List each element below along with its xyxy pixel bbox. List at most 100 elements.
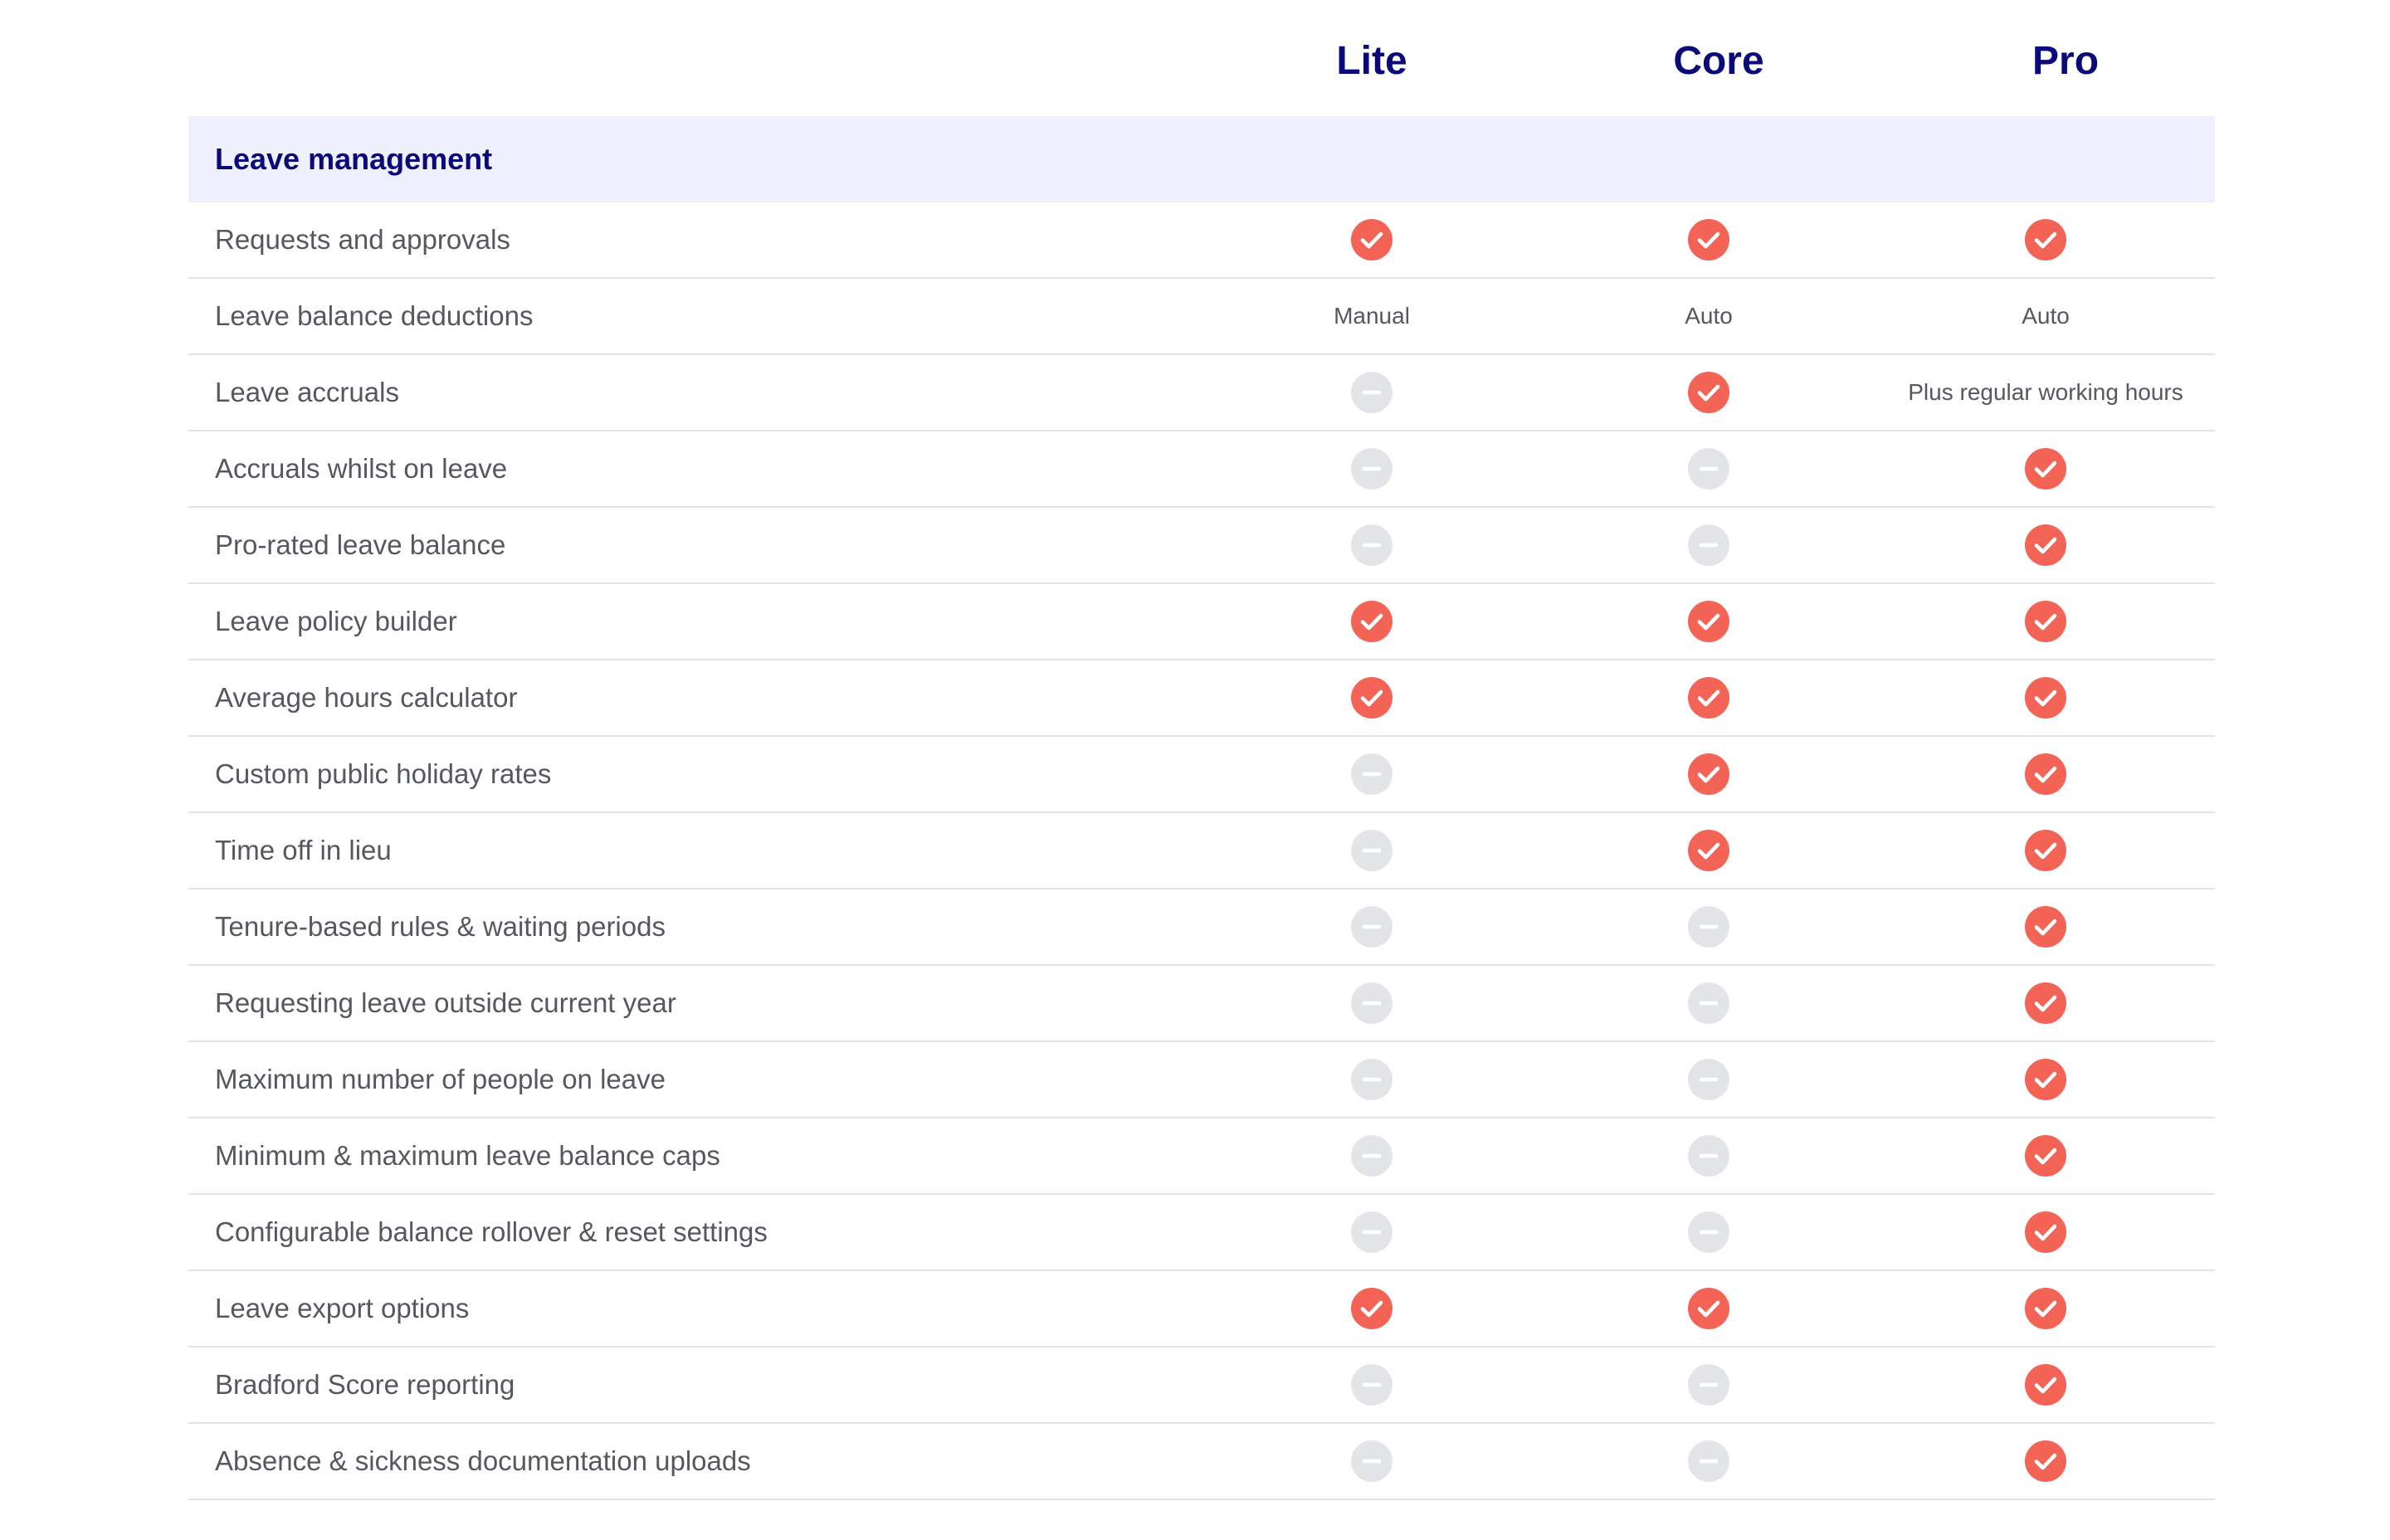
- cell-text: Plus regular working hours: [1908, 379, 2183, 405]
- cell-pro: [2025, 889, 2066, 964]
- feature-row: Average hours calculator: [188, 660, 2215, 737]
- check-icon: [1351, 601, 1393, 642]
- cell-pro: [2025, 966, 2066, 1040]
- feature-row: Leave balance deductions Manual Auto Auto: [188, 279, 2215, 355]
- check-icon: [2025, 753, 2066, 795]
- cell-core: [1688, 1348, 1729, 1422]
- cell-lite: [1351, 584, 1393, 659]
- cell-lite: [1351, 966, 1393, 1040]
- cell-lite: [1351, 1118, 1393, 1193]
- cell-core: [1688, 202, 1729, 277]
- feature-row: Maximum number of people on leave: [188, 1042, 2215, 1118]
- cell-core: [1688, 1195, 1729, 1270]
- feature-label: Configurable balance rollover & reset se…: [215, 1216, 768, 1247]
- cell-core: Auto: [1685, 279, 1733, 353]
- dash-icon: [1351, 1059, 1393, 1100]
- section-header: Leave management: [188, 116, 2215, 202]
- dash-icon: [1351, 372, 1393, 413]
- check-icon: [1688, 601, 1729, 642]
- feature-label: Absence & sickness documentation uploads: [215, 1445, 751, 1476]
- dash-icon: [1688, 524, 1729, 566]
- feature-label: Tenure-based rules & waiting periods: [215, 911, 666, 942]
- feature-row: Requests and approvals: [188, 202, 2215, 279]
- cell-lite: [1351, 660, 1393, 735]
- feature-label: Average hours calculator: [215, 682, 518, 713]
- cell-pro: [2025, 202, 2066, 277]
- feature-label: Time off in lieu: [215, 835, 392, 865]
- feature-row: Configurable balance rollover & reset se…: [188, 1195, 2215, 1271]
- cell-core: [1688, 966, 1729, 1040]
- cell-lite: Manual: [1334, 279, 1410, 353]
- dash-icon: [1688, 982, 1729, 1024]
- dash-icon: [1351, 524, 1393, 566]
- cell-core: [1688, 1424, 1729, 1499]
- feature-row: Tenure-based rules & waiting periods: [188, 889, 2215, 966]
- dash-icon: [1688, 1059, 1729, 1100]
- cell-pro: [2025, 584, 2066, 659]
- cell-pro: [2025, 1271, 2066, 1346]
- check-icon: [2025, 524, 2066, 566]
- check-icon: [2025, 677, 2066, 719]
- feature-row: Accruals whilst on leave: [188, 431, 2215, 508]
- feature-label: Leave export options: [215, 1293, 470, 1323]
- cell-core: [1688, 889, 1729, 964]
- check-icon: [2025, 1288, 2066, 1329]
- dash-icon: [1688, 1135, 1729, 1177]
- cell-text: Auto: [2022, 303, 2070, 329]
- cell-lite: [1351, 1424, 1393, 1499]
- cell-pro: [2025, 813, 2066, 888]
- feature-row: Minimum & maximum leave balance caps: [188, 1118, 2215, 1195]
- cell-pro: Plus regular working hours: [1908, 355, 2183, 430]
- feature-label: Leave policy builder: [215, 606, 457, 636]
- check-icon: [1688, 1288, 1729, 1329]
- cell-core: [1688, 1118, 1729, 1193]
- cell-lite: [1351, 813, 1393, 888]
- check-icon: [2025, 1135, 2066, 1177]
- check-icon: [2025, 1440, 2066, 1482]
- feature-label: Requesting leave outside current year: [215, 987, 676, 1018]
- check-icon: [1688, 372, 1729, 413]
- cell-lite: [1351, 355, 1393, 430]
- feature-label: Accruals whilst on leave: [215, 453, 508, 484]
- check-icon: [1351, 677, 1393, 719]
- cell-lite: [1351, 1348, 1393, 1422]
- check-icon: [1351, 219, 1393, 261]
- check-icon: [1351, 1288, 1393, 1329]
- cell-core: [1688, 737, 1729, 811]
- dash-icon: [1351, 906, 1393, 948]
- cell-core: [1688, 1271, 1729, 1346]
- feature-label: Custom public holiday rates: [215, 758, 552, 789]
- cell-pro: [2025, 737, 2066, 811]
- check-icon: [2025, 601, 2066, 642]
- feature-row: Requesting leave outside current year: [188, 966, 2215, 1042]
- cell-lite: [1351, 202, 1393, 277]
- feature-row: Time off in lieu: [188, 813, 2215, 889]
- cell-core: [1688, 431, 1729, 506]
- check-icon: [1688, 753, 1729, 795]
- dash-icon: [1688, 1440, 1729, 1482]
- cell-pro: [2025, 660, 2066, 735]
- cell-core: [1688, 508, 1729, 582]
- cell-core: [1688, 813, 1729, 888]
- feature-label: Pro-rated leave balance: [215, 529, 506, 560]
- dash-icon: [1688, 906, 1729, 948]
- dash-icon: [1688, 1364, 1729, 1406]
- cell-lite: [1351, 737, 1393, 811]
- dash-icon: [1351, 753, 1393, 795]
- feature-label: Bradford Score reporting: [215, 1369, 515, 1400]
- check-icon: [2025, 1364, 2066, 1406]
- check-icon: [2025, 448, 2066, 490]
- cell-text: Auto: [1685, 303, 1733, 329]
- feature-label: Leave accruals: [215, 377, 399, 407]
- cell-pro: [2025, 431, 2066, 506]
- feature-label: Requests and approvals: [215, 224, 510, 255]
- cell-lite: [1351, 508, 1393, 582]
- cell-pro: [2025, 1348, 2066, 1422]
- dash-icon: [1351, 982, 1393, 1024]
- cell-pro: [2025, 1424, 2066, 1499]
- check-icon: [2025, 1059, 2066, 1100]
- dash-icon: [1351, 830, 1393, 871]
- plan-header: Lite Core Pro: [188, 0, 2215, 116]
- feature-row: Custom public holiday rates: [188, 737, 2215, 813]
- dash-icon: [1351, 1211, 1393, 1253]
